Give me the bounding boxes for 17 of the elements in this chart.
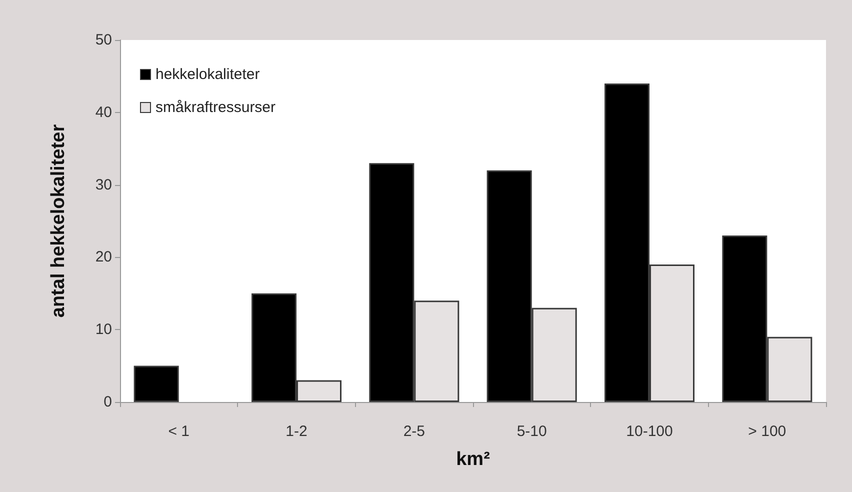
x-tick-label: < 1 — [168, 423, 190, 440]
x-tick-label: 10-100 — [626, 423, 673, 440]
y-tick-label: 50 — [95, 32, 112, 48]
y-tick-label: 30 — [95, 176, 112, 194]
legend-label: småkraftressurser — [156, 99, 276, 116]
x-axis-title: km² — [456, 449, 490, 470]
x-tick-label: 2-5 — [403, 423, 426, 440]
y-tick-label: 10 — [95, 321, 112, 338]
x-tick-label: 1-2 — [286, 423, 308, 440]
y-tick-label: 40 — [95, 104, 112, 121]
x-tick-label: 5-10 — [516, 423, 547, 440]
y-tick-label: 20 — [95, 248, 112, 266]
x-tick-label: > 100 — [748, 423, 786, 440]
bar — [134, 366, 179, 402]
y-axis-title: antal hekkelokaliteter — [48, 124, 69, 318]
legend-label: hekkelokaliteter — [156, 66, 260, 83]
y-tick-label: 0 — [104, 394, 112, 410]
